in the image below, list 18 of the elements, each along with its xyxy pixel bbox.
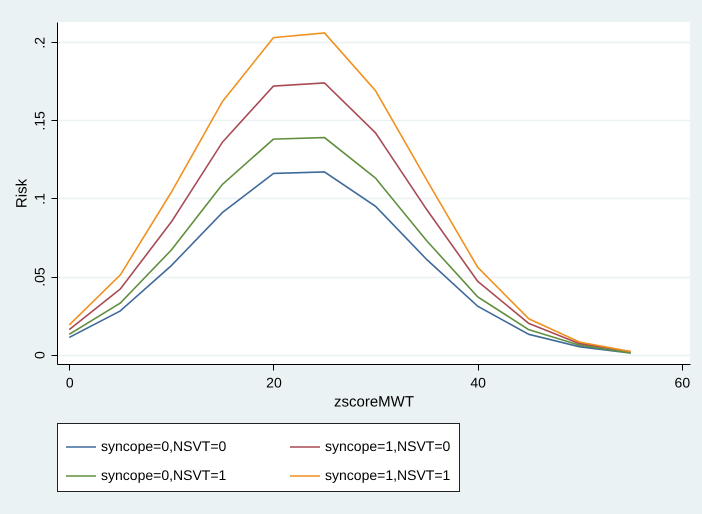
legend-label: syncope=0,NSVT=1 [101,467,227,483]
x-axis-title: zscoreMWT [334,394,414,410]
y-tick-label: .15 [32,110,48,131]
y-tick-label: .05 [32,267,48,287]
y-tick-label: .2 [32,36,48,49]
line-series [68,32,632,352]
legend-label: syncope=0,NSVT=0 [101,438,227,454]
x-tick-label: 20 [266,374,282,390]
y-axis-title: Risk [14,178,30,208]
y-tick-label: .1 [32,192,48,205]
legend-label: syncope=1,NSVT=1 [325,467,451,483]
legend-label: syncope=1,NSVT=0 [325,438,451,454]
x-tick-label: 60 [674,374,690,390]
x-tick-label: 0 [66,374,74,390]
x-tick-label: 40 [470,374,486,390]
y-tick-label: 0 [32,351,48,360]
line-series [68,136,632,354]
line-series [68,171,632,354]
